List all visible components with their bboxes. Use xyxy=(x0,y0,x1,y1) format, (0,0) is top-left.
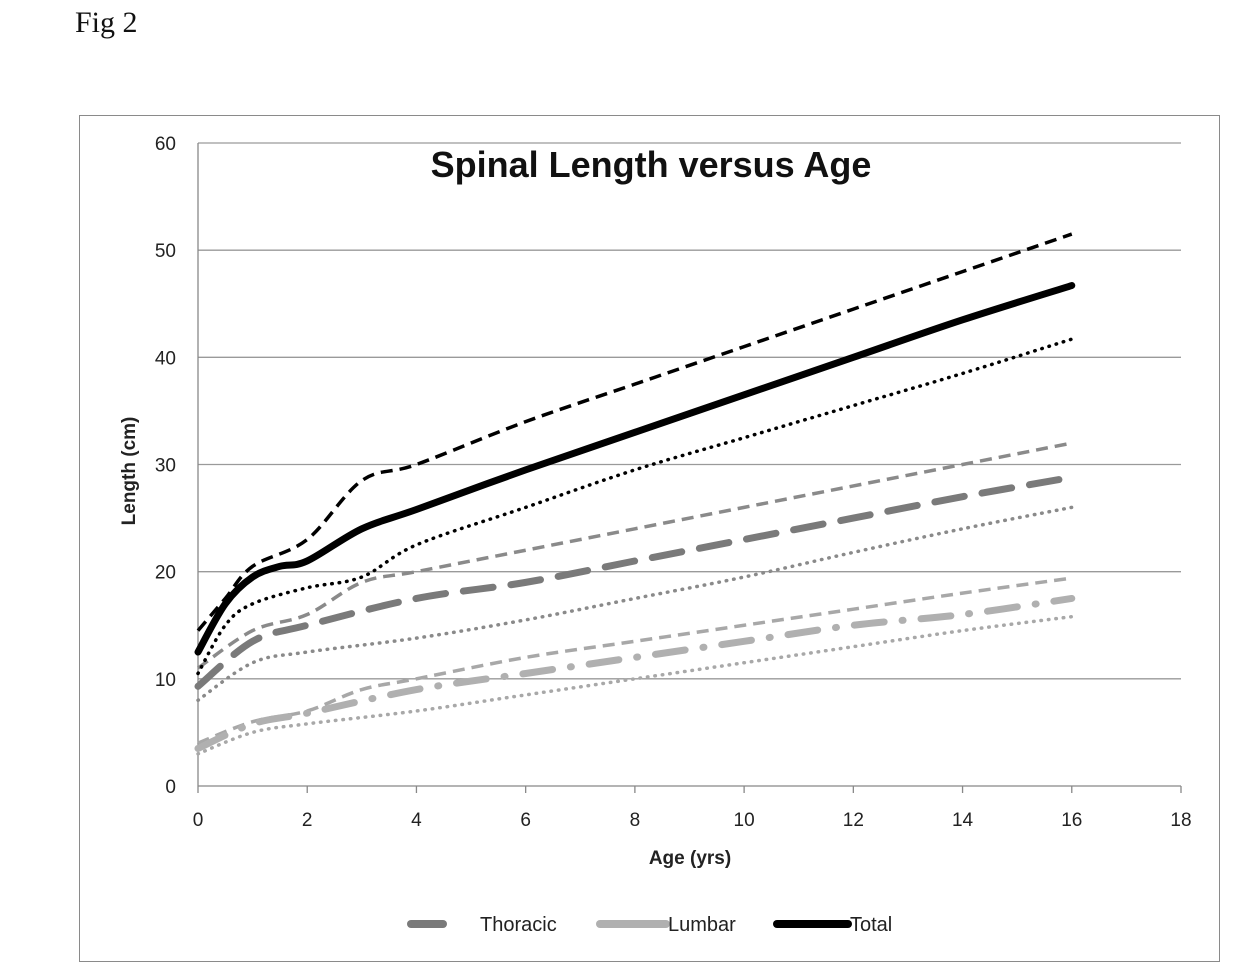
x-tick-label: 14 xyxy=(952,810,974,831)
legend-item-total: Total xyxy=(773,914,892,936)
x-tick-label: 10 xyxy=(734,810,755,831)
legend-label: Lumbar xyxy=(668,914,736,936)
y-tick-label: 20 xyxy=(155,563,176,584)
series-line-range-1 xyxy=(196,232,1073,632)
spinal-length-chart: 0 10 20 30 40 50 60 0 2 4 6 8 10 12 14 16 18 Spinal Leng… xyxy=(119,134,1192,936)
series-line-range-5 xyxy=(196,505,1074,703)
series-line-thoracic xyxy=(194,473,1076,690)
chart-frame: 0 10 20 30 40 50 60 0 2 4 6 8 10 12 14 16 18 Spinal Leng… xyxy=(79,115,1220,962)
x-tick-label: 16 xyxy=(1061,810,1082,831)
y-axis-title: Length (cm) xyxy=(119,417,140,526)
y-tick-label: 30 xyxy=(155,456,176,477)
series-layer xyxy=(194,232,1076,756)
y-tick-label: 40 xyxy=(155,348,176,369)
series-line-range-2 xyxy=(196,337,1074,676)
chart-title: Spinal Length versus Age xyxy=(431,144,872,185)
legend-label: Thoracic xyxy=(480,914,557,936)
x-tick-label: 0 xyxy=(193,810,204,831)
y-tick-label: 60 xyxy=(155,134,176,155)
y-tick-label: 50 xyxy=(155,241,176,262)
legend-item-lumbar: Lumbar xyxy=(596,914,736,936)
legend: Thoracic Lumbar Total xyxy=(407,914,892,936)
x-tick-label: 8 xyxy=(630,810,641,831)
series-line-range-8 xyxy=(196,614,1074,756)
x-tick-label: 2 xyxy=(302,810,313,831)
legend-item-thoracic: Thoracic xyxy=(407,914,557,936)
x-tick-label: 12 xyxy=(843,810,864,831)
y-tick-label: 10 xyxy=(155,670,176,691)
axes: 0 10 20 30 40 50 60 0 2 4 6 8 10 12 14 16 18 xyxy=(155,134,1192,831)
series-line-range-7 xyxy=(197,576,1073,745)
x-tick-label: 18 xyxy=(1170,810,1191,831)
x-tick-label: 4 xyxy=(411,810,422,831)
y-tick-label: 0 xyxy=(165,777,176,798)
gridlines xyxy=(198,142,1181,680)
series-line-lumbar xyxy=(194,594,1076,752)
legend-label: Total xyxy=(850,914,892,936)
series-line-total xyxy=(194,282,1076,656)
x-axis-title: Age (yrs) xyxy=(649,848,731,869)
x-tick-label: 6 xyxy=(520,810,531,831)
series-line-range-4 xyxy=(197,441,1073,670)
figure-label: Fig 2 xyxy=(75,6,138,39)
